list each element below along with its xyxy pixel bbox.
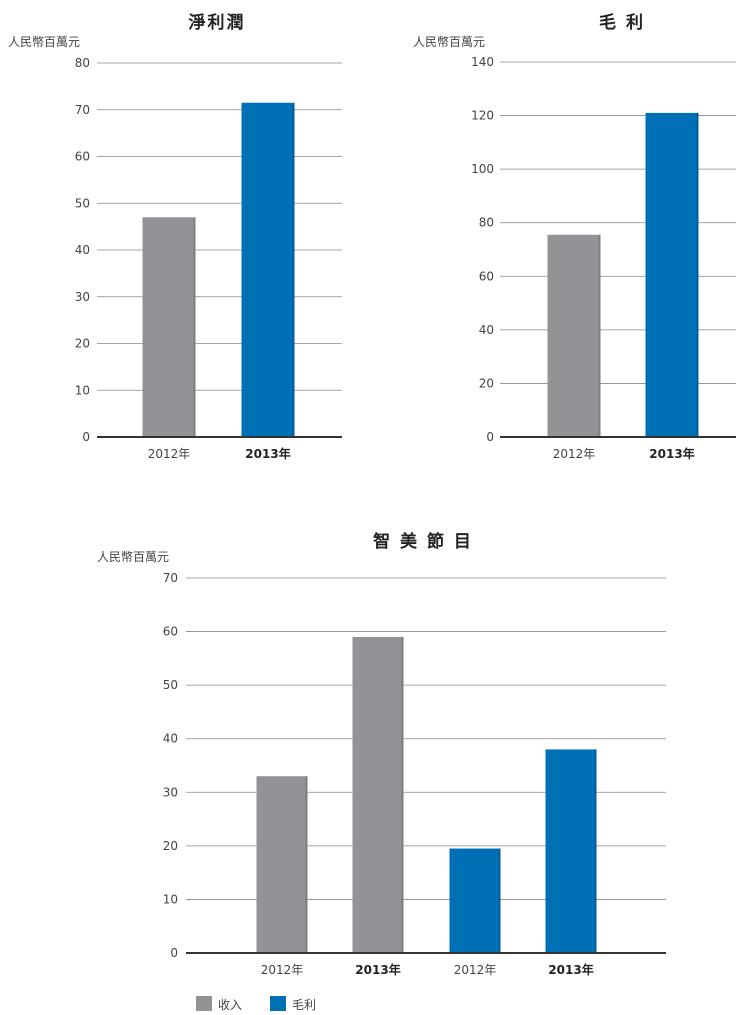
bar — [142, 217, 196, 437]
y-tick-label: 20 — [75, 337, 90, 351]
y-tick-label: 140 — [471, 55, 494, 69]
y-tick-label: 0 — [486, 430, 494, 444]
legend-label-gross-profit: 毛利 — [292, 998, 316, 1012]
bar-shadow — [594, 749, 597, 953]
chart-title: 智 美 節 目 — [373, 531, 473, 552]
bar-shadow — [292, 102, 295, 438]
y-tick-label: 0 — [170, 946, 178, 960]
y-tick-label: 30 — [163, 785, 178, 799]
gross-profit-chart: 毛 利 人民幣百萬元 0 20 40 60 80 100 120 140 2012年 2013… — [413, 12, 736, 461]
y-axis-unit-label: 人民幣百萬元 — [413, 35, 485, 49]
y-tick-label: 10 — [75, 383, 90, 397]
bar — [256, 776, 308, 953]
legend-swatch-revenue — [196, 996, 212, 1011]
net-profit-chart: 淨利潤 人民幣百萬元 0 10 20 30 40 50 60 70 80 2012年 2013年 — [8, 12, 342, 461]
chart-title: 淨利潤 — [189, 12, 246, 33]
y-tick-label: 80 — [75, 56, 90, 70]
bar — [547, 234, 601, 437]
legend-label-revenue: 收入 — [218, 998, 242, 1012]
legend-swatch-gross-profit — [270, 996, 286, 1011]
y-tick-label: 100 — [471, 162, 494, 176]
y-tick-label: 60 — [163, 625, 178, 639]
bar — [449, 848, 501, 953]
y-tick-label: 70 — [163, 571, 178, 585]
x-tick-label-2013: 2013年 — [245, 446, 290, 461]
bar-shadow — [193, 217, 196, 437]
bar-shadow — [598, 234, 601, 437]
y-tick-label: 120 — [471, 109, 494, 123]
x-tick-label-2013-gross: 2013年 — [548, 962, 593, 977]
bar-shadow — [696, 112, 699, 438]
y-tick-label: 80 — [479, 216, 494, 230]
y-tick-label: 20 — [479, 376, 494, 390]
bar — [241, 102, 295, 438]
x-tick-label-2012: 2012年 — [553, 447, 596, 461]
bar-shadow — [305, 776, 308, 953]
bar-shadow — [498, 848, 501, 953]
chart-title: 毛 利 — [599, 12, 645, 33]
y-axis-unit-label: 人民幣百萬元 — [8, 35, 80, 49]
y-tick-label: 0 — [82, 430, 90, 444]
x-tick-label-2013: 2013年 — [649, 446, 694, 461]
x-tick-label-2012-gross: 2012年 — [454, 963, 497, 977]
y-tick-label: 70 — [75, 103, 90, 117]
y-tick-label: 30 — [75, 290, 90, 304]
y-tick-label: 40 — [479, 323, 494, 337]
program-chart: 智 美 節 目 人民幣百萬元 0 10 20 30 40 50 60 70 2012年 201… — [97, 531, 666, 1012]
y-tick-label: 50 — [75, 196, 90, 210]
y-tick-label: 40 — [75, 243, 90, 257]
x-tick-label-2013-revenue: 2013年 — [355, 962, 400, 977]
y-tick-label: 60 — [75, 150, 90, 164]
y-axis-unit-label: 人民幣百萬元 — [97, 550, 169, 564]
bar — [545, 749, 597, 953]
y-tick-label: 50 — [163, 678, 178, 692]
bar-shadow — [401, 636, 404, 953]
y-tick-label: 40 — [163, 732, 178, 746]
x-tick-label-2012: 2012年 — [148, 447, 191, 461]
bar — [645, 112, 699, 438]
y-tick-label: 20 — [163, 839, 178, 853]
bar — [352, 636, 404, 953]
y-tick-label: 60 — [479, 269, 494, 283]
y-tick-label: 10 — [163, 892, 178, 906]
x-tick-label-2012-revenue: 2012年 — [261, 963, 304, 977]
